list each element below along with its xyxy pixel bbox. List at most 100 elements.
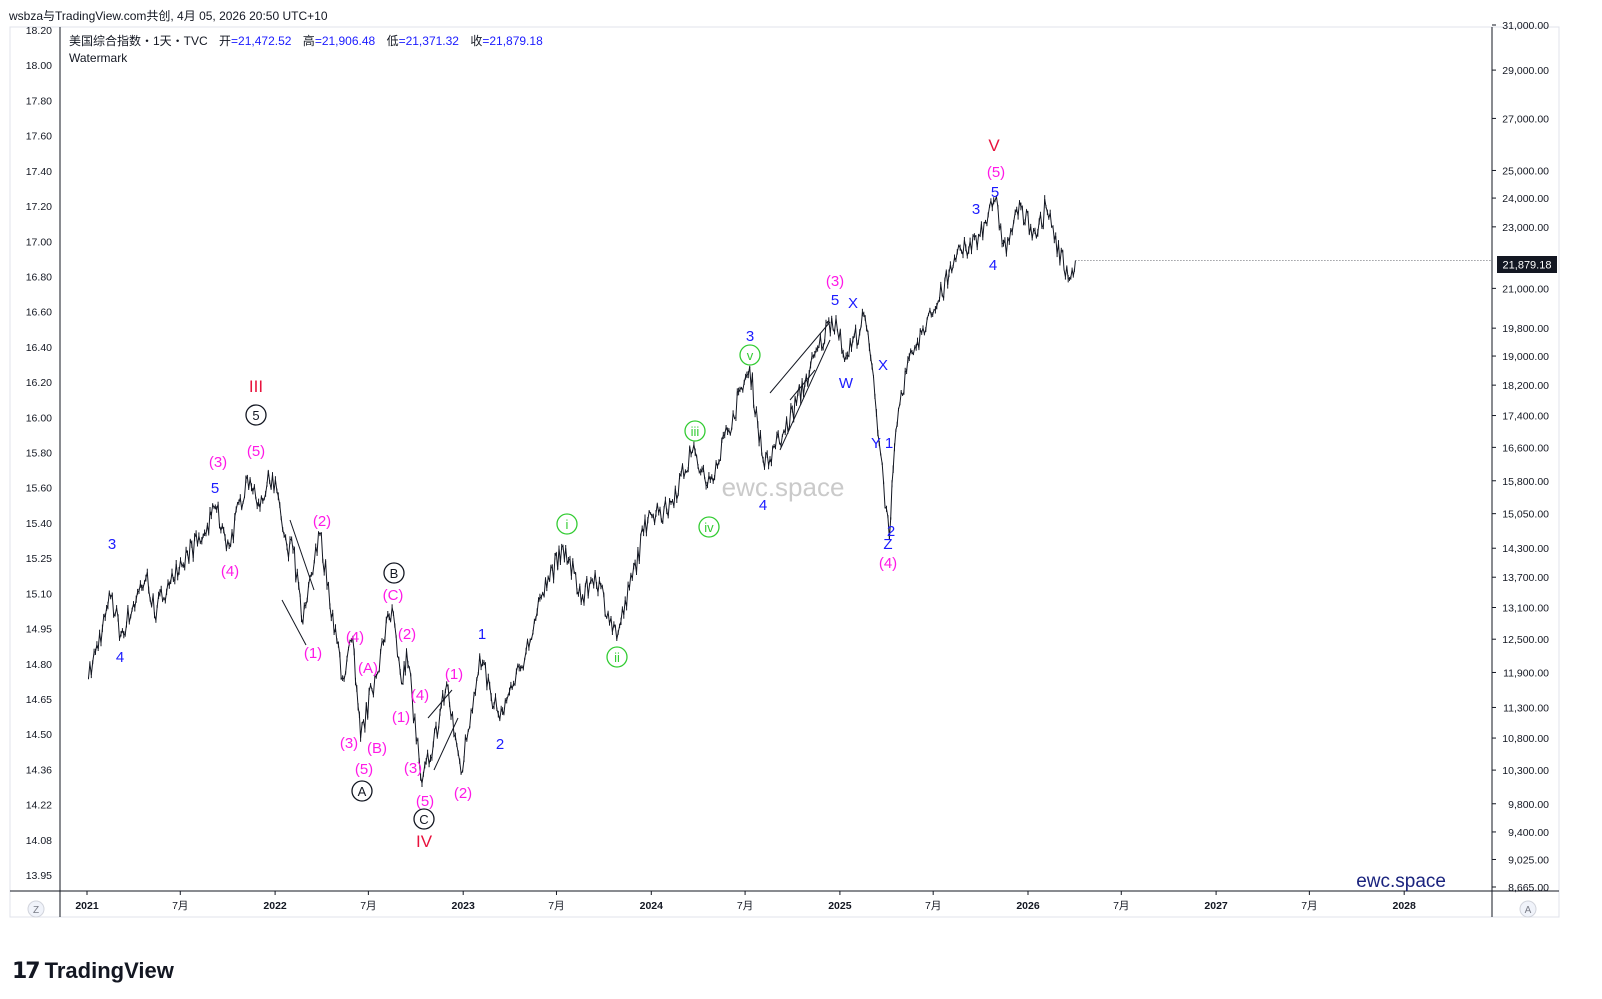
svg-text:A: A (1525, 905, 1532, 916)
wave-label: (2) (454, 785, 472, 802)
right-axis-tick-label: 21,000.00 (1502, 283, 1549, 295)
time-axis-tick-label: 2021 (75, 900, 99, 912)
wave-label: X (878, 357, 888, 374)
svg-text:美国综合指数・1天・TVC 开=21,472.5: 美国综合指数・1天・TVC 开=21,472.52 高=21,906.48 低=… (69, 33, 543, 48)
ohlc-close-key: 收 (470, 34, 482, 48)
time-axis-tick-label: 7月 (1113, 900, 1129, 912)
wave-label: iii (691, 424, 700, 439)
wave-label-circle (351, 780, 373, 802)
last-price-badge: 21,879.18 (1497, 256, 1557, 273)
right-axis-tick-label: 11,900.00 (1503, 667, 1549, 679)
tradingview-logo[interactable]: 17 TradingView (12, 958, 174, 984)
left-price-axis[interactable]: 18.20 18.00 17.80 17.60 17.40 17.20 17.00 16.80… (26, 25, 52, 882)
time-axis-tick-label: 2025 (828, 900, 852, 912)
wave-label: Y (871, 435, 881, 452)
wave-label: 2 (496, 736, 504, 753)
wave-label: 4 (116, 649, 124, 666)
wave-label-circle (383, 562, 405, 584)
right-axis-tick-label: 23,000.00 (1502, 222, 1549, 234)
left-axis-tick-label: 16.20 (26, 377, 52, 389)
wave-label: (C) (383, 587, 404, 604)
wedge-line (433, 717, 459, 771)
wedge-line (789, 369, 816, 401)
wave-label: (1) (445, 666, 463, 683)
scale-mode-left-button[interactable]: Z (27, 900, 45, 918)
right-axis-tick-label: 17,400.00 (1502, 411, 1549, 423)
time-axis-tick-label: 7月 (548, 900, 564, 912)
ohlc-close-value: =21,879.18 (482, 34, 543, 48)
wave-labels: 3 4 5 (3) (4) (5) III 5 (1) (2) (3) (4) (5) (A) (B) (C)… (108, 136, 1005, 851)
corner-watermark: ewc.space (1356, 871, 1446, 892)
right-axis-tick-label: 10,800.00 (1502, 733, 1549, 745)
right-axis-tick-label: 29,000.00 (1502, 65, 1549, 77)
wave-label: 5 (211, 480, 219, 497)
ohlc-low-key: 低 (387, 34, 399, 48)
wedge-line (779, 339, 831, 451)
right-axis-tick-label: 11,300.00 (1503, 702, 1549, 714)
time-axis-tick-label: 7月 (1301, 900, 1317, 912)
left-axis-tick-label: 14.36 (26, 764, 52, 776)
wave-label: (3) (209, 454, 227, 471)
wave-label: (3) (404, 760, 422, 777)
wave-label: v (747, 348, 754, 363)
time-axis-tick-label: 2024 (640, 900, 664, 912)
right-axis-tick-label: 13,100.00 (1502, 602, 1549, 614)
wave-label: (1) (392, 709, 410, 726)
wave-label: (4) (411, 687, 429, 704)
price-line (88, 196, 1076, 784)
left-axis-tick-label: 16.80 (26, 271, 52, 283)
right-axis-tick-label: 15,800.00 (1502, 476, 1549, 488)
ohlc-high-value: =21,906.48 (315, 34, 376, 48)
left-axis-tick-label: 14.22 (26, 800, 52, 812)
right-axis-tick-label: 14,300.00 (1502, 543, 1549, 555)
center-watermark: ewc.space (722, 472, 845, 502)
time-axis-tick-label: 7月 (925, 900, 941, 912)
left-axis-tick-label: 18.00 (26, 60, 52, 72)
wave-label: iv (704, 520, 714, 535)
chart-frame (9, 26, 1560, 918)
right-axis-tick-label: 13,700.00 (1502, 572, 1549, 584)
wave-label: (3) (340, 735, 358, 752)
tradingview-logo-icon: 17 (12, 958, 41, 984)
wave-label: (1) (304, 645, 322, 662)
time-axis[interactable]: 2021 7月 2022 7月 2023 7月 2024 7月 2025 7月 2026 7月 2027… (75, 891, 1416, 912)
right-axis-tick-label: 15,050.00 (1502, 509, 1549, 521)
wave-label: 5 (252, 408, 259, 423)
wave-label: (A) (358, 660, 378, 677)
ohlc-high-key: 高 (303, 33, 315, 48)
wave-label-circle (413, 808, 435, 830)
right-axis-tick-label: 9,025.00 (1508, 854, 1549, 866)
wave-label-circle (698, 516, 720, 538)
wave-label-circle (684, 420, 706, 442)
wave-label: IV (416, 832, 433, 851)
wedge-line (289, 519, 315, 591)
left-axis-tick-label: 16.60 (26, 307, 52, 319)
wave-label: (2) (313, 513, 331, 530)
wave-label: (4) (879, 555, 897, 572)
right-axis-tick-label: 10,300.00 (1502, 765, 1549, 777)
left-axis-tick-label: 14.80 (26, 659, 52, 671)
wave-label: (4) (221, 563, 239, 580)
left-axis-tick-label: 16.40 (26, 342, 52, 354)
auto-scale-button[interactable]: A (1519, 900, 1537, 918)
left-axis-tick-label: 17.80 (26, 95, 52, 107)
wave-label: 1 (478, 626, 486, 643)
ohlc-open-value: =21,472.52 (231, 34, 292, 48)
right-axis-tick-label: 25,000.00 (1502, 165, 1549, 177)
left-axis-tick-label: 17.40 (26, 166, 52, 178)
ohlc-low-value: =21,371.32 (399, 34, 460, 48)
wedge-trendlines (281, 321, 831, 771)
wave-label: (5) (987, 164, 1005, 181)
wave-label: (3) (826, 273, 844, 290)
time-axis-tick-label: 2027 (1204, 900, 1228, 912)
wave-label: V (988, 136, 1000, 155)
wave-label: 5 (831, 292, 839, 309)
time-axis-tick-label: 2026 (1016, 900, 1040, 912)
left-axis-tick-label: 15.10 (26, 588, 52, 600)
wave-label: i (566, 517, 569, 532)
left-axis-tick-label: 16.00 (26, 412, 52, 424)
right-price-axis[interactable]: 31,000.00 29,000.00 27,000.00 25,000.00 24,0… (1492, 20, 1549, 894)
right-axis-tick-label: 24,000.00 (1502, 193, 1549, 205)
right-axis-tick-label: 16,600.00 (1502, 442, 1549, 454)
